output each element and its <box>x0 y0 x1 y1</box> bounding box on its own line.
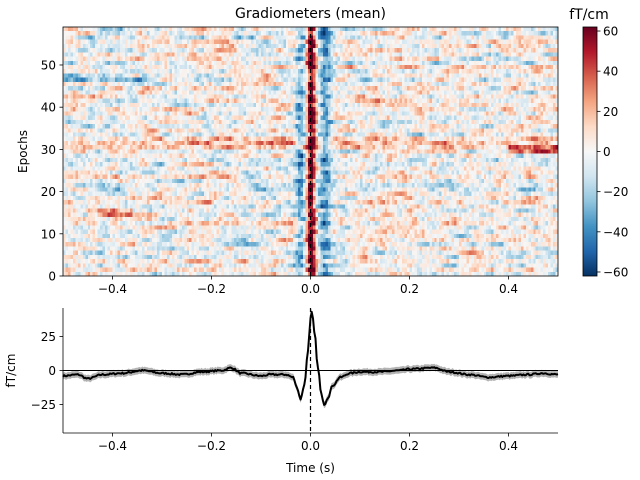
heatmap-xtick-label: 0.2 <box>400 282 419 296</box>
heatmap-ytick-label: 10 <box>41 227 56 241</box>
heatmap-xtick-label: −0.4 <box>98 282 127 296</box>
heatmap-image <box>63 27 558 276</box>
colorbar-tick-label: −40 <box>603 225 628 239</box>
colorbar-label: fT/cm <box>569 7 609 23</box>
colorbar-tick-label: 60 <box>603 25 618 39</box>
evoked-mean-line <box>62 310 559 406</box>
evoked-xtick-label: −0.4 <box>98 439 127 453</box>
colorbar-tick-label: 40 <box>603 65 618 79</box>
evoked-xlabel: Time (s) <box>285 461 335 475</box>
evoked-ytick-label: −25 <box>31 398 56 412</box>
heatmap-title: Gradiometers (mean) <box>235 6 386 22</box>
heatmap-xtick-label: −0.2 <box>197 282 226 296</box>
evoked-xtick-label: 0.0 <box>301 439 320 453</box>
colorbar-tick-label: 20 <box>603 105 618 119</box>
colorbar-tick-label: −20 <box>603 185 628 199</box>
colorbar-tick-label: −60 <box>603 265 628 279</box>
evoked-xtick-label: −0.2 <box>197 439 226 453</box>
heatmap-ytick-label: 40 <box>41 101 56 115</box>
heatmap-xtick-label: 0.4 <box>499 282 518 296</box>
evoked-ylabel: fT/cm <box>4 354 18 388</box>
evoked-xtick-label: 0.4 <box>499 439 518 453</box>
evoked-ytick-label: 25 <box>41 330 56 344</box>
heatmap-xtick-label: 0.0 <box>301 282 320 296</box>
heatmap-ytick-label: 20 <box>41 185 56 199</box>
heatmap-ytick-label: 30 <box>41 143 56 157</box>
heatmap-ytick-label: 50 <box>41 58 56 72</box>
colorbar <box>582 26 598 277</box>
evoked-xtick-label: 0.2 <box>400 439 419 453</box>
colorbar-tick-label: 0 <box>603 145 611 159</box>
heatmap-ylabel: Epochs <box>16 130 30 173</box>
heatmap-ytick-label: 0 <box>48 270 56 284</box>
evoked-ytick-label: 0 <box>48 364 56 378</box>
